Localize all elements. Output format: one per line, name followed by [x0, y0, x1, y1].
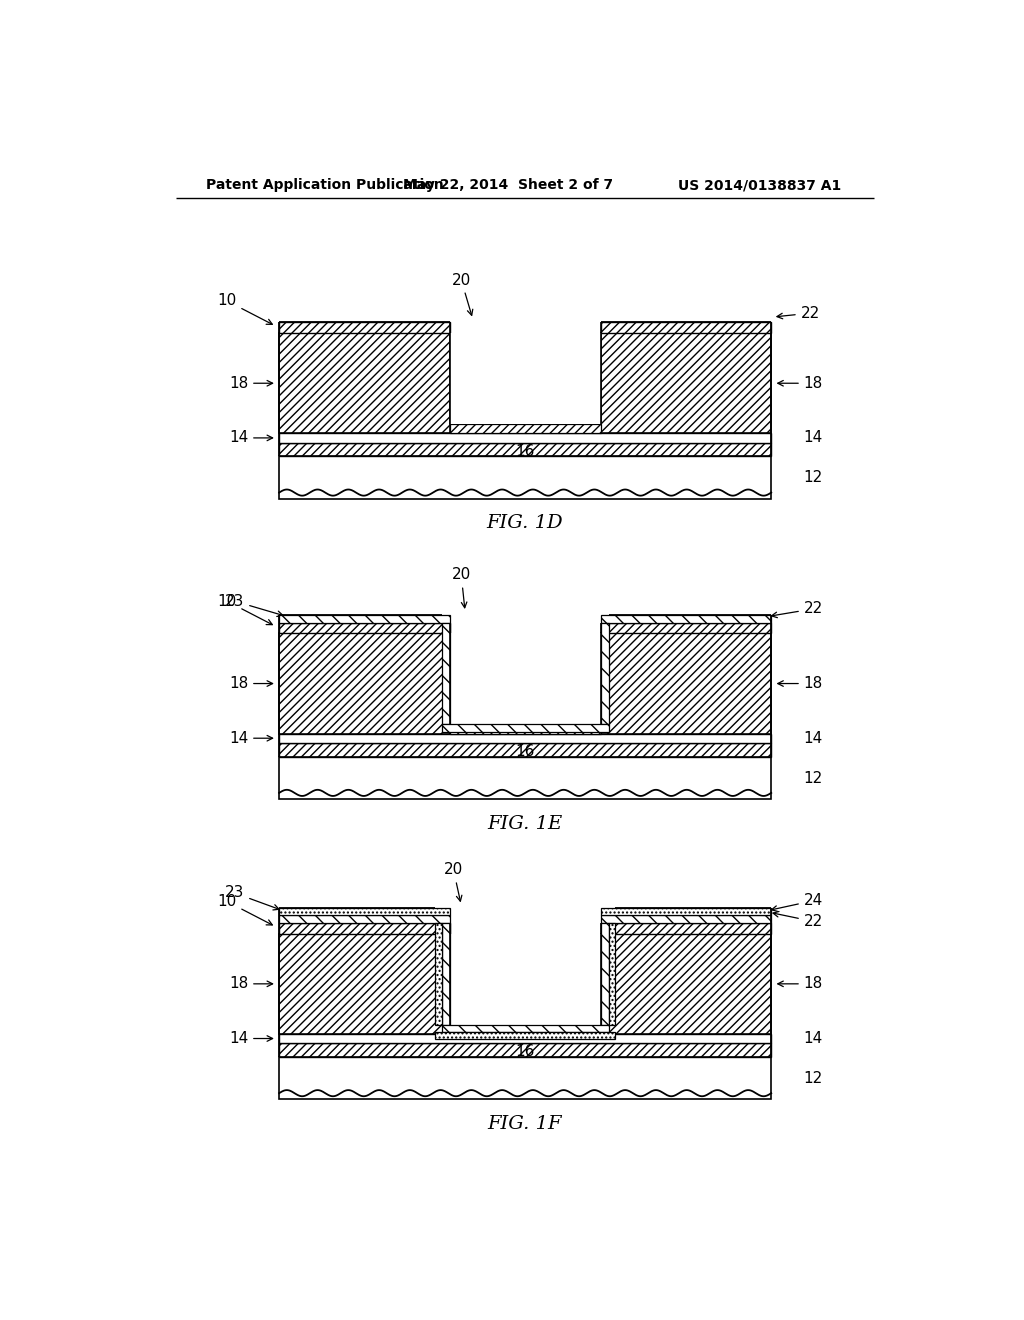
Bar: [442, 1024, 608, 1032]
Text: 10: 10: [217, 293, 272, 325]
Bar: [280, 923, 450, 933]
Bar: [450, 1024, 601, 1034]
Bar: [450, 725, 601, 734]
Bar: [601, 923, 608, 1024]
Bar: [442, 623, 450, 725]
Text: 22: 22: [771, 602, 823, 618]
Text: 14: 14: [804, 430, 823, 445]
Bar: [442, 725, 608, 733]
Text: 14: 14: [804, 731, 823, 746]
Bar: [601, 634, 771, 734]
Text: 18: 18: [778, 977, 823, 991]
Bar: [280, 1057, 771, 1100]
Bar: [280, 457, 771, 499]
Text: 18: 18: [778, 376, 823, 391]
Bar: [601, 923, 771, 933]
Bar: [601, 322, 771, 333]
Bar: [601, 915, 771, 923]
Bar: [280, 734, 771, 743]
Text: 10: 10: [217, 894, 272, 925]
Text: 18: 18: [229, 676, 272, 692]
Text: 22: 22: [773, 912, 823, 929]
Bar: [280, 322, 450, 333]
Text: 20: 20: [452, 568, 471, 607]
Bar: [435, 1032, 615, 1039]
Text: FIG. 1D: FIG. 1D: [486, 515, 563, 532]
Text: 23: 23: [225, 886, 280, 909]
Text: US 2014/0138837 A1: US 2014/0138837 A1: [678, 178, 841, 193]
Bar: [450, 424, 601, 433]
Bar: [280, 433, 771, 442]
Bar: [608, 923, 615, 1024]
Bar: [601, 933, 771, 1034]
Text: 18: 18: [778, 676, 823, 692]
Bar: [450, 933, 601, 1024]
Bar: [450, 333, 601, 424]
Text: Patent Application Publication: Patent Application Publication: [206, 178, 443, 193]
Text: 18: 18: [229, 376, 272, 391]
Text: 10: 10: [217, 594, 272, 624]
Bar: [601, 908, 771, 915]
Bar: [280, 333, 450, 433]
Bar: [280, 623, 450, 634]
Bar: [280, 915, 450, 923]
Text: 20: 20: [443, 862, 463, 902]
Text: 12: 12: [804, 470, 823, 486]
Text: FIG. 1E: FIG. 1E: [487, 814, 562, 833]
Bar: [450, 634, 601, 725]
Bar: [601, 333, 771, 433]
Bar: [601, 623, 771, 634]
Bar: [280, 634, 450, 734]
Bar: [442, 923, 450, 1024]
Text: 14: 14: [229, 430, 272, 445]
Text: 14: 14: [229, 731, 272, 746]
Bar: [280, 442, 771, 457]
Text: 12: 12: [804, 771, 823, 785]
Text: 14: 14: [229, 1031, 272, 1045]
Bar: [280, 756, 771, 799]
Bar: [601, 615, 771, 623]
Text: May 22, 2014  Sheet 2 of 7: May 22, 2014 Sheet 2 of 7: [402, 178, 612, 193]
Text: 16: 16: [515, 743, 535, 759]
Text: 20: 20: [452, 272, 473, 315]
Bar: [435, 923, 442, 1024]
Bar: [280, 933, 450, 1034]
Text: 14: 14: [804, 1031, 823, 1045]
Bar: [280, 908, 450, 915]
Text: 18: 18: [229, 977, 272, 991]
Bar: [280, 615, 450, 623]
Text: 16: 16: [515, 1044, 535, 1059]
Text: FIG. 1F: FIG. 1F: [487, 1115, 562, 1133]
Bar: [280, 743, 771, 756]
Bar: [280, 1034, 771, 1043]
Text: 22: 22: [777, 306, 820, 321]
Text: 12: 12: [804, 1071, 823, 1086]
Bar: [280, 1043, 771, 1057]
Bar: [601, 623, 608, 725]
Text: 16: 16: [515, 444, 535, 458]
Text: 24: 24: [771, 894, 823, 911]
Text: 23: 23: [225, 594, 283, 616]
